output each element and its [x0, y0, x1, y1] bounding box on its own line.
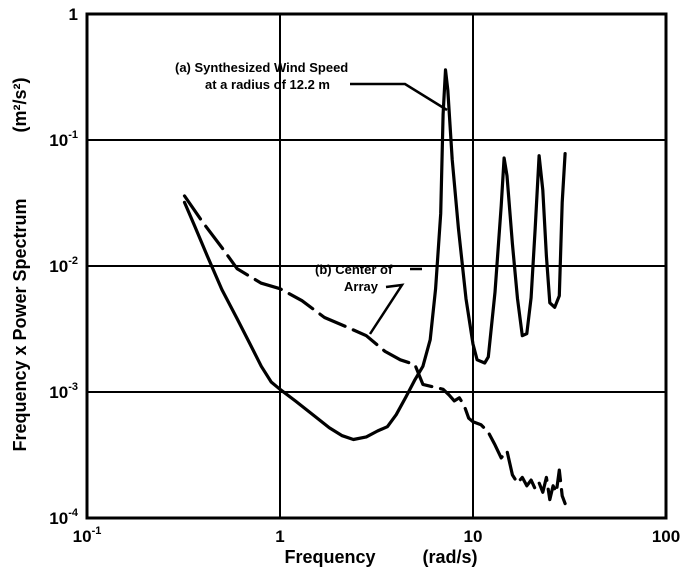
y-axis-unit-base: (m²/s²)	[10, 78, 30, 133]
y-tick-label: 10-3	[49, 381, 78, 402]
y-tick-label: 10-2	[49, 255, 78, 276]
y-axis-unit: (m²/s²)	[10, 78, 30, 133]
series-layer	[182, 68, 567, 506]
series-a-line	[182, 68, 567, 442]
y-tick-label: 10-4	[49, 507, 79, 528]
annotation-a-line2: at a radius of 12.2 m	[205, 77, 330, 92]
annotation-b-line1: (b) Center of	[315, 262, 393, 277]
annotation-b-leader-2	[368, 283, 405, 335]
y-tick-label: 1	[69, 5, 78, 24]
annotation-b-line2: Array	[344, 279, 379, 294]
y-tick-label: 10-1	[49, 129, 78, 150]
series-b-line	[182, 194, 567, 506]
x-tick-label: 10-1	[73, 525, 102, 546]
y-tick-labels: 10-4 10-3 10-2 10-1 1	[49, 5, 79, 528]
annotation-b: (b) Center of Array	[315, 262, 422, 335]
annotation-a-leader	[350, 82, 448, 112]
plot-frame	[85, 12, 668, 520]
annotation-a: (a) Synthesized Wind Speed at a radius o…	[175, 60, 448, 112]
x-axis-unit: (rad/s)	[422, 547, 477, 567]
annotation-a-line1: (a) Synthesized Wind Speed	[175, 60, 348, 75]
y-axis-label: Frequency x Power Spectrum	[10, 198, 30, 451]
x-tick-labels: 10-1 1 10 100	[73, 525, 681, 546]
x-tick-label: 100	[652, 527, 680, 546]
x-axis-label: Frequency	[284, 547, 375, 567]
x-tick-label: 10	[464, 527, 483, 546]
x-tick-label: 1	[275, 527, 284, 546]
